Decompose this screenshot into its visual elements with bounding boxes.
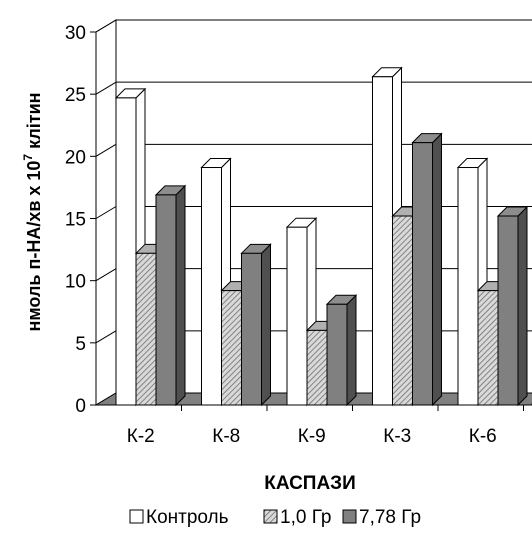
legend-item-2: 7,78 Гр xyxy=(342,507,421,528)
legend-label: 1,0 Гр xyxy=(280,507,331,528)
x-tick-label: К-2 xyxy=(127,426,155,447)
legend: Контроль 1,0 Гр 7,78 Гр xyxy=(129,507,421,528)
y-tick-label: 30 xyxy=(65,23,86,44)
bar-7,78 Гр-К-8 xyxy=(240,243,272,407)
gridline-side xyxy=(95,206,117,219)
legend-item-0: Контроль xyxy=(129,507,229,528)
y-tick-label: 20 xyxy=(65,147,86,168)
bar-front xyxy=(372,76,393,406)
bar-side xyxy=(261,243,271,407)
bar-front xyxy=(412,142,433,406)
axes xyxy=(90,31,532,411)
y-tick-label: 25 xyxy=(65,85,86,106)
bar-front xyxy=(241,252,262,406)
legend-swatch xyxy=(129,509,144,524)
y-tick-label: 5 xyxy=(75,334,86,355)
x-tick-label: К-9 xyxy=(298,426,326,447)
bar-front xyxy=(477,290,499,406)
y-tick-label: 10 xyxy=(65,272,86,293)
bar-front xyxy=(221,290,242,406)
bars xyxy=(114,66,529,407)
y-tick-label: 0 xyxy=(75,396,86,417)
x-tick-label: К-8 xyxy=(212,426,240,447)
gridline-side xyxy=(95,330,117,344)
legend-item-1: 1,0 Гр xyxy=(263,507,331,528)
bar-front xyxy=(457,167,479,406)
bar-front xyxy=(286,226,308,406)
x-tick-labels: К-2 К-8 К-9 К-3 К-6 xyxy=(127,426,497,447)
y-tick-labels: 0 5 10 15 20 25 30 xyxy=(65,23,86,417)
gridline-side xyxy=(95,143,117,157)
bar-front xyxy=(115,97,137,406)
gridline-side xyxy=(95,81,117,95)
bar-front xyxy=(135,252,157,406)
bar-side xyxy=(517,205,528,407)
legend-swatch xyxy=(263,509,278,524)
gridline-side xyxy=(95,19,117,33)
bar-front xyxy=(306,329,328,406)
x-tick-label: К-6 xyxy=(469,426,497,447)
gridline-side xyxy=(95,268,117,282)
y-axis-label-tail: клітин xyxy=(24,92,44,153)
bar-side xyxy=(432,132,442,407)
bar-7,78 Гр-К-6 xyxy=(496,205,529,407)
y-axis-label-exponent: 7 xyxy=(21,154,35,161)
x-tick-label: К-3 xyxy=(383,426,411,447)
x-axis-label: КАСПАЗИ xyxy=(264,473,356,494)
y-axis-label-main: нмоль п-НА/хв х 10 xyxy=(24,161,44,332)
bar-7,78 Гр-К-3 xyxy=(411,132,443,407)
bar-side xyxy=(175,184,186,407)
bar-front xyxy=(201,167,222,406)
bar-front xyxy=(392,215,413,406)
legend-label: Контроль xyxy=(146,507,229,528)
legend-label: 7,78 Гр xyxy=(359,507,421,528)
legend-swatch xyxy=(342,509,357,524)
y-axis-label: нмоль п-НА/хв х 107 клітин xyxy=(21,92,44,331)
bar-front xyxy=(497,215,519,406)
bar-7,78 Гр-К-9 xyxy=(325,294,358,407)
y-tick-label: 15 xyxy=(65,210,86,231)
bar-front xyxy=(155,194,177,406)
bar-7,78 Гр-К-2 xyxy=(154,184,187,407)
bar-side xyxy=(346,294,357,407)
bar-front xyxy=(326,303,348,406)
